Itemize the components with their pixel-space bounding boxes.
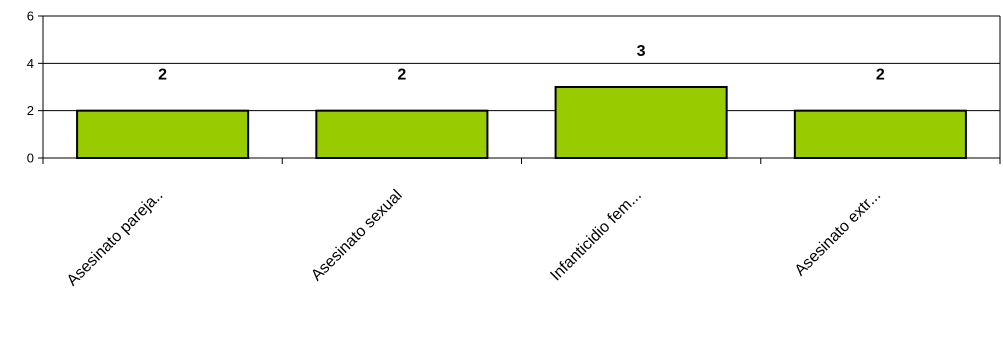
bar	[554, 86, 728, 159]
bar	[76, 109, 250, 159]
category-label: Infanticidio fem...	[547, 187, 645, 285]
y-tick-label: 2	[27, 103, 34, 118]
axes	[38, 15, 1001, 164]
bar	[793, 109, 967, 159]
y-tick-label: 0	[27, 151, 34, 166]
category-label: Asesinato sexual	[308, 187, 406, 285]
bar	[315, 109, 489, 159]
y-tick-label: 4	[27, 56, 34, 71]
y-tick-label: 6	[27, 9, 34, 24]
data-label: 2	[158, 67, 167, 84]
data-label: 2	[397, 67, 406, 84]
category-labels: Asesinato pareja.. Asesinato sexual Infant…	[64, 187, 884, 290]
bar-group	[76, 86, 967, 159]
y-axis-tick-labels: 0 2 4 6	[27, 9, 34, 166]
data-label: 2	[876, 67, 885, 84]
gridlines	[43, 15, 1000, 112]
data-labels: 2 2 3 2	[158, 43, 885, 84]
category-label: Asesinato extr...	[792, 187, 885, 280]
data-label: 3	[637, 43, 646, 60]
category-label: Asesinato pareja..	[64, 187, 167, 290]
